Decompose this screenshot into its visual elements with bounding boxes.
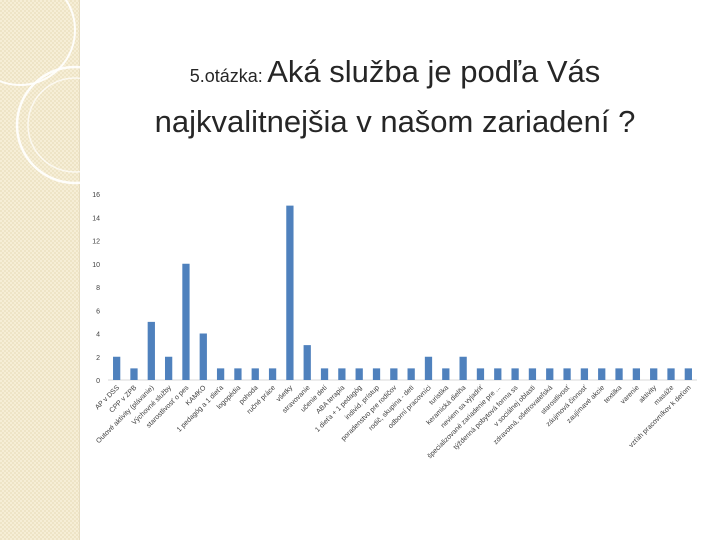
bar bbox=[650, 368, 658, 380]
bar bbox=[580, 368, 589, 380]
bar bbox=[476, 368, 485, 380]
bar bbox=[338, 368, 346, 380]
y-tick-label: 2 bbox=[96, 355, 100, 362]
bar bbox=[355, 368, 363, 380]
decorative-side-panel bbox=[0, 0, 79, 540]
y-tick-label: 4 bbox=[96, 332, 100, 339]
bar bbox=[320, 368, 329, 380]
bar bbox=[216, 368, 225, 380]
bar bbox=[407, 368, 415, 380]
bar bbox=[113, 356, 121, 380]
bar bbox=[459, 356, 467, 380]
y-tick-label: 8 bbox=[96, 285, 100, 292]
x-tick-label: varenie bbox=[620, 384, 641, 405]
bar bbox=[164, 356, 173, 380]
bar bbox=[390, 368, 398, 380]
bar bbox=[130, 368, 138, 380]
y-tick-label: 0 bbox=[96, 378, 100, 385]
bar bbox=[546, 368, 554, 380]
bar bbox=[442, 368, 450, 380]
bar bbox=[286, 205, 294, 380]
bar bbox=[494, 368, 502, 380]
y-tick-label: 14 bbox=[92, 215, 100, 222]
page-title: 5.otázka: Aká služba je podľa Vás najkva… bbox=[80, 50, 710, 144]
bar bbox=[268, 368, 277, 380]
y-tick-label: 10 bbox=[92, 262, 100, 269]
y-tick-label: 6 bbox=[96, 308, 100, 315]
bar bbox=[528, 368, 537, 380]
bar bbox=[598, 368, 606, 380]
bar bbox=[667, 368, 675, 380]
bar bbox=[511, 368, 519, 380]
bar bbox=[372, 368, 381, 380]
y-tick-label: 16 bbox=[92, 192, 100, 199]
bar bbox=[424, 356, 433, 380]
title-line-1: Aká služba je podľa Vás bbox=[267, 54, 601, 89]
bar bbox=[251, 368, 259, 380]
bar bbox=[632, 368, 641, 380]
decorative-circles bbox=[0, 0, 135, 185]
bar bbox=[303, 345, 311, 380]
bar bbox=[563, 368, 571, 380]
y-tick-label: 12 bbox=[92, 239, 100, 246]
question-number: 5.otázka: bbox=[189, 66, 263, 86]
bar bbox=[147, 321, 155, 380]
side-panel-border bbox=[79, 0, 80, 540]
bar bbox=[199, 333, 207, 380]
bar bbox=[234, 368, 242, 380]
title-line-2: najkvalitnejšia v našom zariadení ? bbox=[154, 104, 636, 139]
bar bbox=[615, 368, 623, 380]
bar bbox=[182, 263, 190, 380]
bar bbox=[684, 368, 692, 380]
